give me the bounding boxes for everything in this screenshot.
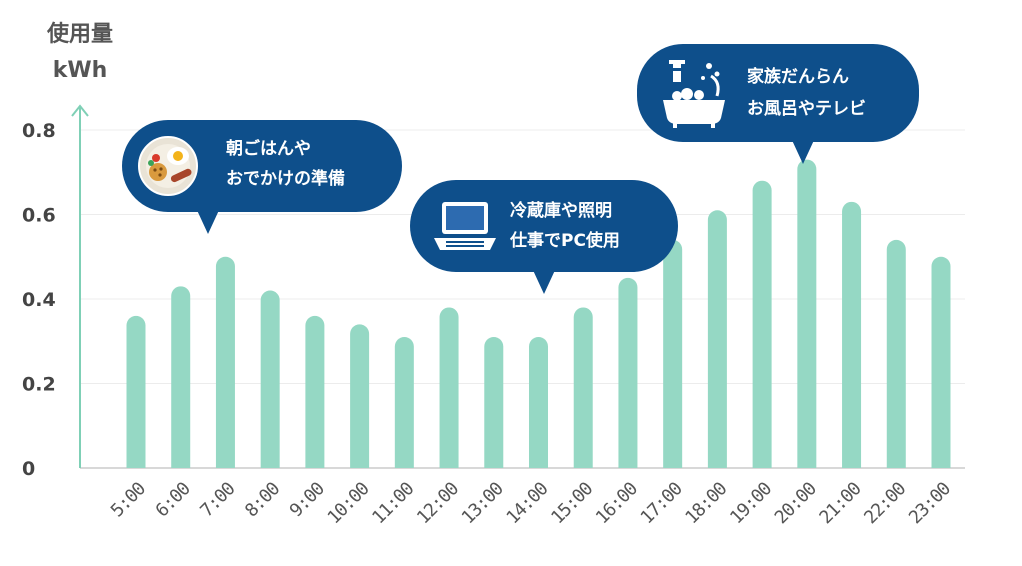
callout-evening-line2: お風呂やテレビ: [747, 99, 866, 119]
bar: [886, 239, 906, 468]
x-tick-label: 23:00: [905, 479, 955, 529]
x-tick-label: 9:00: [286, 479, 329, 522]
bar: [931, 256, 951, 468]
callout-breakfast-tail: [196, 208, 220, 234]
x-tick-label: 18:00: [681, 479, 731, 529]
x-tick-label: 21:00: [815, 479, 865, 529]
bar: [171, 286, 191, 468]
x-tick-label: 17:00: [637, 479, 687, 529]
bar: [797, 159, 817, 468]
x-tick-label: 12:00: [413, 479, 463, 529]
bar: [573, 307, 593, 468]
bar: [305, 315, 325, 468]
x-tick-label: 22:00: [860, 479, 910, 529]
y-tick-label: 0: [22, 458, 35, 480]
x-tick-labels: 5:00 6:00 7:00 8:00 9:0010:0011:0012:0013:00…: [107, 479, 955, 529]
callout-breakfast-line2: おでかけの準備: [226, 169, 345, 189]
y-axis: [71, 104, 89, 468]
callout-work-line2: 仕事でPC使用: [510, 231, 620, 251]
y-tick-label: 0.2: [22, 374, 56, 396]
bar: [618, 277, 638, 468]
callout-work-tail: [532, 268, 556, 294]
bar: [663, 239, 683, 468]
x-tick-label: 20:00: [771, 479, 821, 529]
x-tick-label: 13:00: [458, 479, 508, 529]
bar: [350, 324, 370, 468]
x-tick-label: 5:00: [107, 479, 150, 522]
y-axis-label-line2: kWh: [52, 58, 108, 83]
bar: [707, 210, 727, 468]
x-tick-label: 11:00: [368, 479, 418, 529]
bar: [260, 290, 280, 468]
x-tick-label: 16:00: [592, 479, 642, 529]
laptop-icon: [434, 202, 496, 250]
y-axis-arrow: [71, 104, 89, 117]
callout-evening: 家族だんらん お風呂やテレビ: [637, 44, 919, 164]
y-tick-label: 0.6: [22, 205, 56, 227]
x-tick-label: 15:00: [547, 479, 597, 529]
bar: [439, 307, 459, 468]
callout-evening-line1: 家族だんらん: [747, 67, 849, 87]
x-tick-label: 7:00: [196, 479, 239, 522]
x-tick-label: 14:00: [502, 479, 552, 529]
callout-evening-tail: [791, 138, 815, 164]
bar: [215, 256, 235, 468]
callout-work: 冷蔵庫や照明 仕事でPC使用: [410, 180, 678, 294]
bathtub-icon: [663, 60, 725, 128]
bar: [842, 201, 862, 468]
y-tick-labels: 0 0.2 0.4 0.6 0.8: [22, 120, 56, 480]
y-tick-label: 0.4: [22, 289, 56, 311]
x-tick-label: 6:00: [152, 479, 195, 522]
callout-work-line1: 冷蔵庫や照明: [510, 201, 612, 221]
y-axis-label-line1: 使用量: [46, 22, 113, 47]
x-tick-label: 10:00: [324, 479, 374, 529]
callout-breakfast: 朝ごはんや おでかけの準備: [122, 120, 402, 234]
bar: [126, 315, 146, 468]
bar: [752, 180, 772, 468]
bar: [529, 337, 548, 468]
x-tick-label: 8:00: [241, 479, 284, 522]
x-tick-label: 19:00: [726, 479, 776, 529]
bars: [126, 159, 951, 468]
bar: [484, 337, 504, 468]
callout-breakfast-line1: 朝ごはんや: [226, 139, 311, 159]
breakfast-plate-icon: [138, 136, 198, 196]
y-tick-label: 0.8: [22, 120, 56, 142]
bar: [394, 337, 414, 468]
